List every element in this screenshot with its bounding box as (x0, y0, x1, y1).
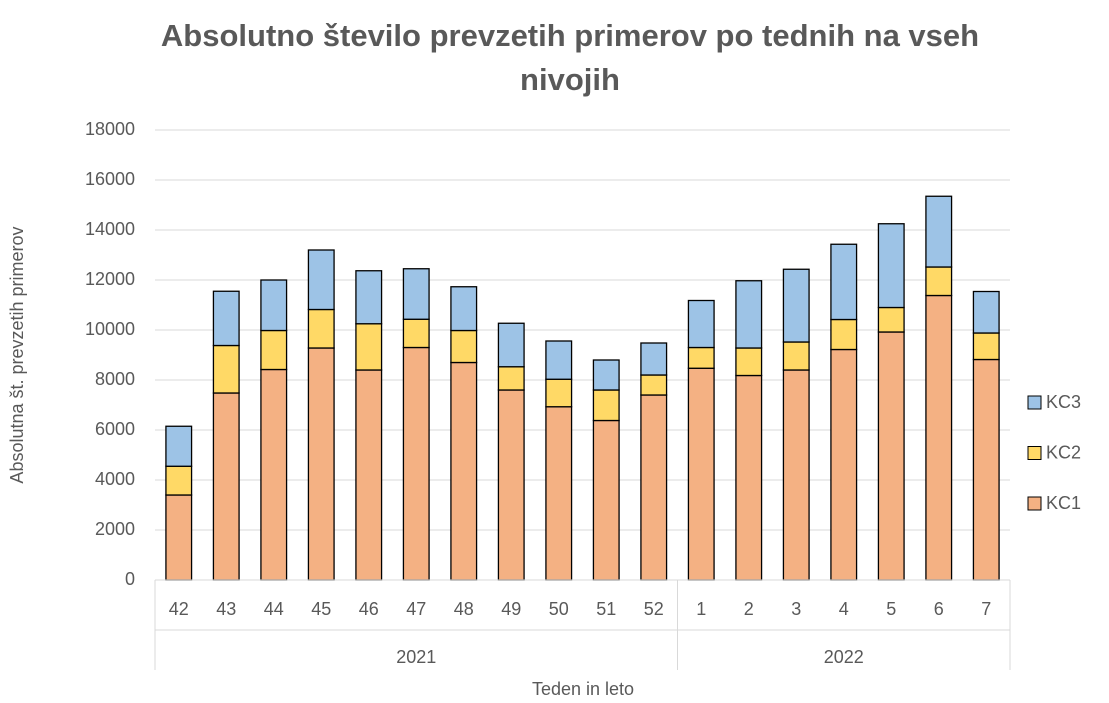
y-axis-label: Absolutna št. prevzetih primerov (7, 226, 27, 483)
x-tick-label: 47 (406, 599, 426, 619)
bar-segment (497, 366, 525, 391)
bar-segment (782, 268, 810, 343)
group-label: 2021 (396, 647, 436, 667)
bar-segment (687, 367, 715, 581)
bar-segment (402, 346, 430, 581)
bar-segment (640, 394, 668, 581)
bar-segment (592, 389, 620, 422)
y-tick-label: 16000 (85, 169, 135, 189)
bar-segment (925, 294, 953, 581)
x-tick-label: 45 (311, 599, 331, 619)
bar-segment (450, 361, 478, 581)
y-tick-label: 10000 (85, 319, 135, 339)
bar-segment (497, 322, 525, 368)
bar-segment (972, 290, 1000, 334)
y-tick-label: 4000 (95, 469, 135, 489)
bar-segment (545, 378, 573, 408)
bar-segment (260, 329, 288, 371)
bar-segment (545, 406, 573, 581)
legend-swatch (1027, 395, 1042, 410)
x-tick-label: 46 (359, 599, 379, 619)
bar-segment (687, 299, 715, 349)
bar-segment (212, 344, 240, 394)
y-tick-label: 2000 (95, 519, 135, 539)
bar-segment (782, 341, 810, 371)
x-tick-label: 2 (744, 599, 754, 619)
legend-swatch (1027, 446, 1042, 460)
bar-segment (830, 318, 858, 351)
bar-segment (355, 270, 383, 325)
bar-segment (830, 243, 858, 321)
x-tick-label: 42 (169, 599, 189, 619)
bar-segment (640, 374, 668, 396)
x-tick-label: 5 (886, 599, 896, 619)
bar-segment (925, 266, 953, 297)
x-tick-label: 52 (644, 599, 664, 619)
x-tick-label: 48 (454, 599, 474, 619)
y-tick-label: 12000 (85, 269, 135, 289)
bar-segment (355, 369, 383, 581)
bar-segment (925, 195, 953, 268)
bar-segment (212, 290, 240, 347)
y-tick-label: 8000 (95, 369, 135, 389)
bar-segment (307, 308, 335, 349)
bar-segment (782, 369, 810, 581)
bar-segment (592, 359, 620, 391)
x-tick-label: 7 (981, 599, 991, 619)
y-tick-label: 0 (125, 569, 135, 589)
chart-title: Absolutno število prevzetih primerov po … (160, 18, 980, 97)
x-tick-label: 50 (549, 599, 569, 619)
bar-segment (307, 249, 335, 311)
bar-segment (545, 340, 573, 380)
x-tick-label: 6 (934, 599, 944, 619)
bar-segment (735, 280, 763, 349)
bar-segment (877, 331, 905, 581)
bar-segment (735, 347, 763, 377)
bar-segment (260, 368, 288, 581)
bar-segment (307, 347, 335, 581)
bar-segment (260, 279, 288, 332)
x-tick-label: 44 (264, 599, 284, 619)
x-tick-label: 51 (596, 599, 616, 619)
x-tick-label: 43 (216, 599, 236, 619)
bar-segment (165, 494, 193, 581)
x-tick-label: 3 (791, 599, 801, 619)
x-tick-label: 4 (839, 599, 849, 619)
bar-segment (877, 306, 905, 333)
bar-segment (497, 389, 525, 581)
bar-segment (402, 268, 430, 320)
y-tick-label: 14000 (85, 219, 135, 239)
legend-swatch (1027, 496, 1042, 511)
bar-segment (165, 425, 193, 467)
bar-segment (877, 223, 905, 309)
y-tick-label: 18000 (85, 119, 135, 139)
legend-label: KC3 (1046, 392, 1081, 412)
legend-label: KC2 (1046, 442, 1081, 462)
legend-label: KC1 (1046, 493, 1081, 513)
bar-segment (355, 323, 383, 371)
bar-segment (450, 329, 478, 364)
bar-segment (830, 348, 858, 581)
x-tick-label: 1 (696, 599, 706, 619)
bar-segment (735, 374, 763, 581)
bar-segment (450, 286, 478, 332)
bar-segment (640, 342, 668, 376)
bar-segment (687, 346, 715, 369)
bar-segment (592, 419, 620, 581)
y-tick-label: 6000 (95, 419, 135, 439)
group-label: 2022 (824, 647, 864, 667)
x-axis-label: Teden in leto (532, 679, 634, 699)
bar-segment (165, 465, 193, 496)
bar-segment (402, 318, 430, 349)
x-tick-label: 49 (501, 599, 521, 619)
bar-segment (212, 392, 240, 581)
bar-segment (972, 332, 1000, 361)
bar-segment (972, 358, 1000, 581)
